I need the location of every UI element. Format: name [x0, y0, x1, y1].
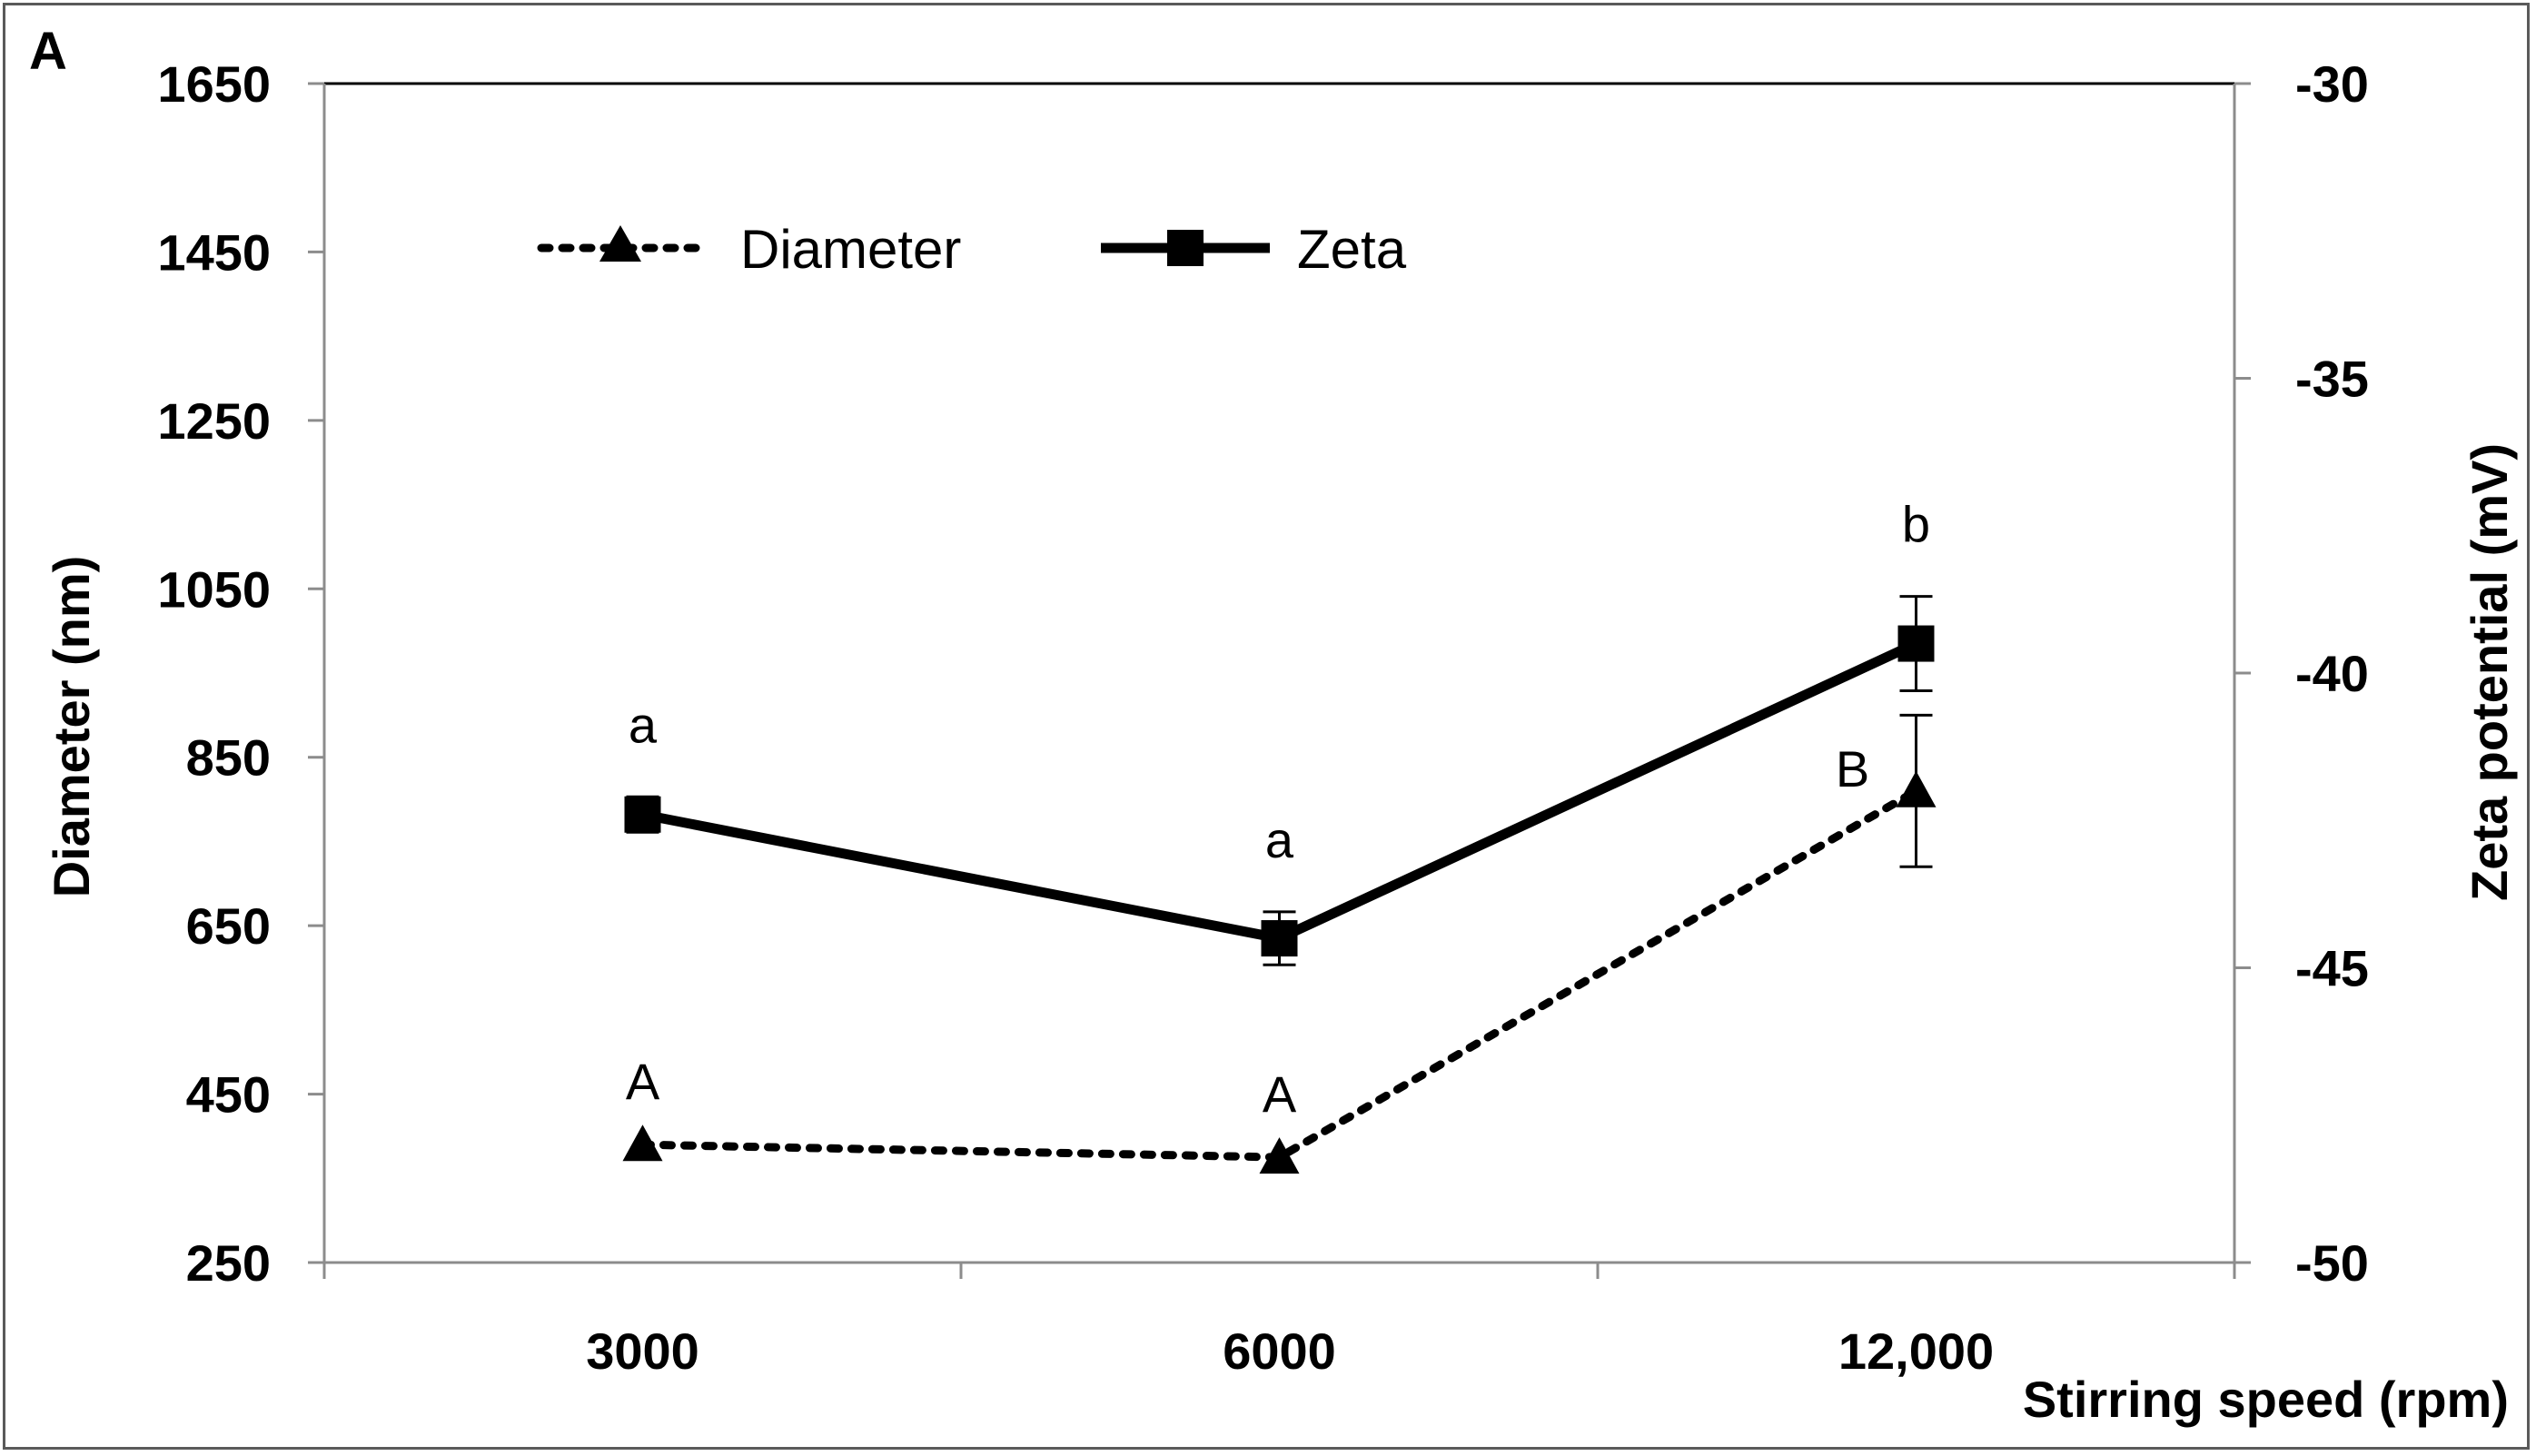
right-tick-label: -40	[2295, 645, 2369, 702]
x-axis-ticks: 3000 6000 12,000	[322, 1263, 2236, 1380]
significance-letter: a	[629, 696, 658, 753]
significance-letter: A	[626, 1053, 660, 1110]
left-tick-label: 1650	[157, 55, 271, 113]
right-axis-title: Zeta potential (mV)	[2461, 443, 2518, 901]
significance-letter: a	[1265, 811, 1294, 868]
x-tick-label: 12,000	[1838, 1322, 1994, 1380]
significance-letter: A	[1263, 1065, 1297, 1123]
right-tick-label: -50	[2295, 1234, 2369, 1292]
right-tick-label: -45	[2295, 940, 2369, 997]
significance-letter: B	[1836, 740, 1869, 797]
right-tick-label: -35	[2295, 351, 2369, 408]
left-tick-label: 1050	[157, 560, 271, 618]
legend: Diameter Zeta	[537, 219, 1407, 280]
panel-label: A	[29, 22, 67, 81]
axes	[322, 82, 2236, 1264]
left-tick-label: 1450	[157, 223, 271, 281]
left-tick-label: 650	[186, 897, 271, 955]
data-point-triangle	[1896, 770, 1937, 807]
left-axis-title: Diameter (nm)	[43, 556, 100, 898]
legend-zeta-label: Zeta	[1297, 219, 1407, 280]
series-diameter: A A B	[622, 713, 1937, 1174]
x-axis-title: Stirring speed (rpm)	[2023, 1371, 2509, 1428]
left-axis-ticks: 250 450 650 850 1050 1250 1450 1650	[157, 55, 324, 1292]
data-point-square	[1897, 625, 1935, 662]
legend-diameter-marker	[599, 225, 641, 262]
x-tick-label: 3000	[586, 1322, 699, 1380]
legend-zeta-marker	[1167, 230, 1204, 266]
significance-letter: b	[1902, 496, 1930, 553]
x-tick-label: 6000	[1223, 1322, 1336, 1380]
series-zeta: a a b	[624, 496, 1935, 966]
left-tick-label: 850	[186, 729, 271, 787]
data-point-triangle	[622, 1124, 663, 1162]
series-zeta-line	[641, 639, 1918, 944]
data-point-square	[624, 796, 661, 833]
left-tick-label: 450	[186, 1066, 271, 1124]
left-tick-label: 1250	[157, 392, 271, 450]
left-tick-label: 250	[186, 1234, 271, 1292]
data-point-triangle	[1259, 1137, 1300, 1174]
data-point-square	[1261, 920, 1298, 957]
right-axis-ticks: -50 -45 -40 -35 -30	[2234, 55, 2369, 1292]
right-tick-label: -30	[2295, 55, 2369, 113]
legend-diameter-label: Diameter	[740, 219, 961, 280]
